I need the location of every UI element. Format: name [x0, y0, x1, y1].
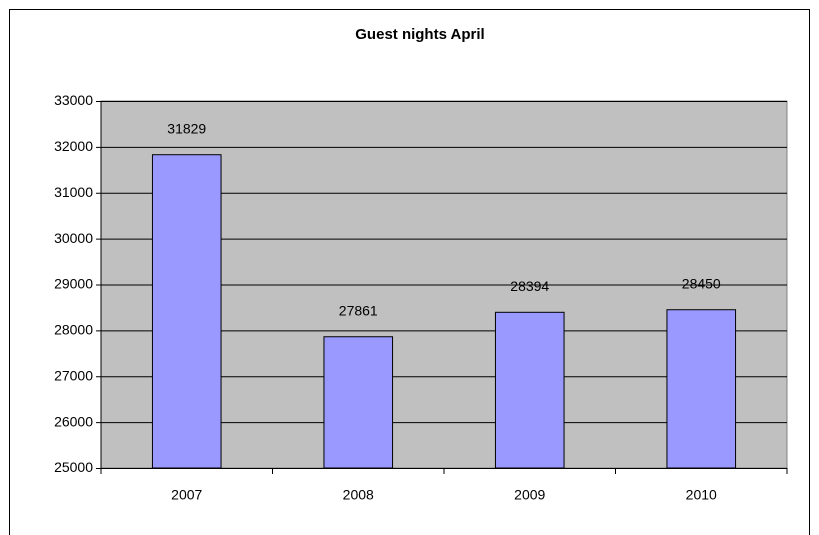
data-label: 28450: [682, 275, 721, 291]
y-tick-label: 30000: [54, 230, 93, 246]
bar: [494, 311, 565, 469]
data-label: 31829: [167, 120, 206, 136]
x-tick-label: 2010: [686, 487, 717, 503]
y-tick-label: 29000: [54, 276, 93, 292]
y-tick-label: 26000: [54, 413, 93, 429]
bar: [323, 336, 394, 469]
data-label: 27861: [339, 302, 378, 318]
data-label: 28394: [510, 278, 549, 294]
x-tick-label: 2009: [514, 487, 545, 503]
y-tick-label: 25000: [54, 459, 93, 475]
x-tick-label: 2008: [343, 487, 374, 503]
y-tick-label: 33000: [54, 92, 93, 108]
y-tick-label: 32000: [54, 138, 93, 154]
chart-title: Guest nights April: [355, 26, 484, 43]
bar: [151, 154, 222, 469]
bar: [666, 309, 737, 469]
y-tick-label: 28000: [54, 322, 93, 338]
x-tick-label: 2007: [171, 487, 202, 503]
y-tick-label: 27000: [54, 367, 93, 383]
y-tick-label: 31000: [54, 184, 93, 200]
